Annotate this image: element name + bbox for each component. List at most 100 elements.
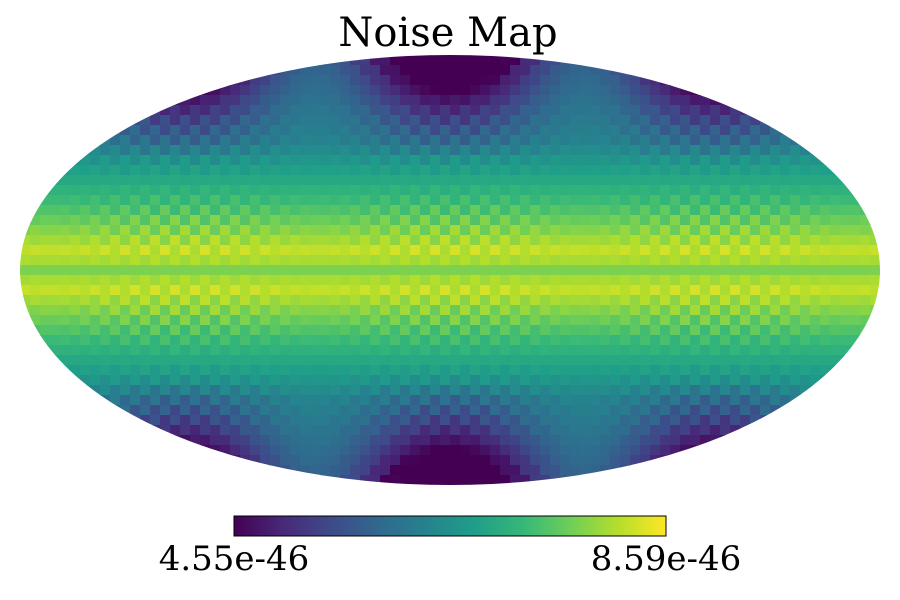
map-pixel (660, 215, 671, 226)
map-pixel (150, 155, 161, 166)
map-pixel (600, 275, 611, 286)
map-pixel (690, 125, 701, 136)
map-pixel (160, 85, 171, 96)
map-pixel (260, 135, 271, 146)
map-pixel (590, 435, 601, 446)
map-pixel (550, 85, 561, 96)
map-pixel (860, 235, 871, 246)
map-pixel (230, 165, 241, 176)
map-pixel (190, 85, 201, 96)
map-pixel (480, 65, 491, 76)
map-pixel (100, 305, 111, 316)
map-pixel (420, 55, 431, 66)
map-pixel (810, 115, 821, 126)
map-pixel (520, 385, 531, 396)
map-pixel (650, 235, 661, 246)
map-pixel (680, 475, 691, 485)
map-pixel (790, 385, 801, 396)
map-pixel (440, 215, 451, 226)
map-pixel (720, 195, 731, 206)
map-pixel (510, 355, 521, 366)
map-pixel (340, 445, 351, 456)
map-pixel (390, 85, 401, 96)
map-pixel (330, 125, 341, 136)
map-pixel (120, 305, 131, 316)
map-pixel (760, 115, 771, 126)
map-pixel (340, 415, 351, 426)
map-pixel (820, 375, 831, 386)
map-pixel (360, 105, 371, 116)
map-pixel (60, 355, 71, 366)
map-pixel (290, 165, 301, 176)
map-pixel (810, 105, 821, 116)
map-pixel (430, 65, 441, 76)
map-pixel (360, 275, 371, 286)
map-pixel (110, 55, 121, 66)
map-pixel (310, 365, 321, 376)
map-pixel (490, 385, 501, 396)
map-pixel (360, 355, 371, 366)
map-pixel (530, 155, 541, 166)
map-pixel (50, 335, 61, 346)
map-pixel (320, 125, 331, 136)
map-pixel (420, 165, 431, 176)
map-pixel (210, 145, 221, 156)
map-pixel (510, 125, 521, 136)
map-pixel (430, 295, 441, 306)
map-pixel (200, 355, 211, 366)
map-pixel (700, 105, 711, 116)
map-pixel (390, 345, 401, 356)
map-pixel (760, 315, 771, 326)
map-pixel (590, 475, 601, 485)
map-pixel (100, 65, 111, 76)
map-pixel (800, 285, 811, 296)
map-pixel (350, 65, 361, 76)
map-pixel (310, 395, 321, 406)
map-pixel (860, 365, 871, 376)
map-pixel (40, 325, 51, 336)
map-pixel (470, 475, 481, 485)
map-pixel (480, 245, 491, 256)
map-pixel (370, 305, 381, 316)
map-pixel (360, 115, 371, 126)
map-pixel (170, 385, 181, 396)
map-pixel (170, 55, 181, 66)
map-pixel (320, 145, 331, 156)
map-pixel (250, 375, 261, 386)
map-pixel (540, 55, 551, 66)
map-pixel (500, 125, 511, 136)
map-pixel (320, 475, 331, 485)
map-pixel (240, 125, 251, 136)
map-pixel (200, 475, 211, 485)
map-pixel (230, 455, 241, 466)
map-pixel (330, 215, 341, 226)
map-pixel (340, 105, 351, 116)
map-pixel (400, 395, 411, 406)
map-pixel (380, 65, 391, 76)
map-pixel (200, 135, 211, 146)
map-pixel (520, 95, 531, 106)
map-pixel (860, 145, 871, 156)
map-pixel (650, 365, 661, 376)
map-pixel (230, 235, 241, 246)
map-pixel (510, 215, 521, 226)
map-pixel (260, 475, 271, 485)
map-pixel (870, 125, 880, 136)
map-pixel (180, 435, 191, 446)
map-pixel (460, 395, 471, 406)
map-pixel (660, 295, 671, 306)
map-pixel (620, 325, 631, 336)
map-pixel (110, 355, 121, 366)
map-pixel (630, 395, 641, 406)
map-pixel (250, 235, 261, 246)
map-pixel (470, 235, 481, 246)
map-pixel (470, 135, 481, 146)
map-pixel (600, 475, 611, 485)
map-pixel (790, 205, 801, 216)
map-pixel (280, 365, 291, 376)
map-pixel (450, 315, 461, 326)
map-pixel (280, 245, 291, 256)
map-pixel (850, 375, 861, 386)
map-pixel (400, 345, 411, 356)
map-pixel (650, 155, 661, 166)
